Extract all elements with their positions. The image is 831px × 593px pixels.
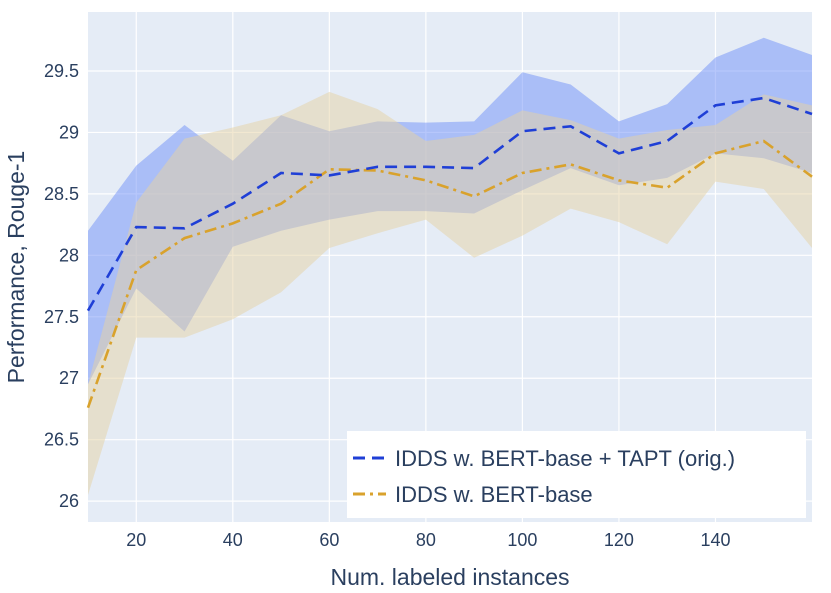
- x-axis-title: Num. labeled instances: [330, 564, 569, 590]
- series-line-tapt: [86, 96, 813, 312]
- x-tick-label: 140: [700, 530, 730, 550]
- y-axis-ticks: 26 26.5 27 27.5 28 28.5 29 29.5: [44, 61, 79, 511]
- y-tick-label: 29.5: [44, 61, 79, 81]
- x-tick-label: 60: [319, 530, 339, 550]
- y-tick-label: 29: [59, 122, 79, 142]
- confidence-band-bert-base: [88, 91, 812, 495]
- legend: IDDS w. BERT-base + TAPT (orig.) IDDS w.…: [347, 431, 806, 518]
- legend-box: [347, 431, 806, 518]
- x-tick-label: 100: [507, 530, 537, 550]
- y-tick-label: 26: [59, 491, 79, 511]
- y-axis-title: Performance, Rouge-1: [3, 151, 29, 384]
- series-lines: [86, 96, 813, 409]
- x-tick-label: 80: [416, 530, 436, 550]
- confidence-bands: [88, 37, 812, 495]
- x-tick-label: 120: [604, 530, 634, 550]
- y-tick-label: 27: [59, 368, 79, 388]
- x-tick-label: 40: [223, 530, 243, 550]
- legend-label-bert-base: IDDS w. BERT-base: [395, 482, 593, 507]
- y-tick-label: 26.5: [44, 430, 79, 450]
- y-tick-label: 27.5: [44, 307, 79, 327]
- y-tick-label: 28: [59, 245, 79, 265]
- x-axis-ticks: 20 40 60 80 100 120 140: [126, 530, 730, 550]
- series-line-bert-base: [86, 139, 813, 409]
- y-tick-label: 28.5: [44, 184, 79, 204]
- legend-label-tapt: IDDS w. BERT-base + TAPT (orig.): [395, 446, 735, 471]
- x-tick-label: 20: [126, 530, 146, 550]
